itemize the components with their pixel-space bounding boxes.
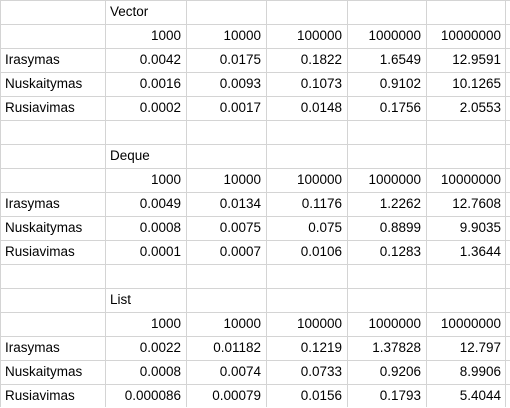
row-label-cell[interactable]: Rusiavimas — [5, 388, 75, 403]
value-cell[interactable]: 0.1793 — [379, 388, 421, 403]
column-gridline — [186, 0, 187, 407]
value-cell[interactable]: 1.6549 — [379, 52, 421, 67]
value-cell[interactable]: 5.4044 — [459, 388, 501, 403]
value-cell[interactable]: 0.0093 — [219, 76, 261, 91]
value-cell[interactable]: 9.9035 — [459, 220, 501, 235]
value-cell[interactable]: 0.8899 — [379, 220, 421, 235]
value-cell[interactable]: 0.0007 — [219, 244, 261, 259]
size-header-cell[interactable]: 1000 — [150, 28, 181, 43]
value-cell[interactable]: 0.1176 — [301, 196, 342, 211]
row-label-cell[interactable]: Rusiavimas — [5, 244, 75, 259]
value-cell[interactable]: 0.0156 — [300, 388, 342, 403]
value-cell[interactable]: 0.1756 — [379, 100, 421, 115]
value-cell[interactable]: 0.9102 — [379, 76, 421, 91]
value-cell[interactable]: 0.00079 — [212, 388, 261, 403]
value-cell[interactable]: 12.7608 — [452, 196, 501, 211]
value-cell[interactable]: 0.0175 — [219, 52, 261, 67]
value-cell[interactable]: 12.9591 — [452, 52, 501, 67]
size-header-cell[interactable]: 10000000 — [440, 172, 501, 187]
size-header-cell[interactable]: 1000 — [150, 172, 181, 187]
size-header-cell[interactable]: 10000 — [223, 28, 261, 43]
value-cell[interactable]: 0.0008 — [139, 364, 181, 379]
value-cell[interactable]: 0.0042 — [139, 52, 181, 67]
column-gridline — [426, 0, 427, 407]
value-cell[interactable]: 0.0074 — [219, 364, 261, 379]
value-cell[interactable]: 0.0733 — [300, 364, 342, 379]
value-cell[interactable]: 0.0008 — [139, 220, 181, 235]
value-cell[interactable]: 0.01182 — [213, 340, 261, 355]
value-cell[interactable]: 0.0148 — [300, 100, 342, 115]
size-header-cell[interactable]: 1000000 — [368, 172, 421, 187]
value-cell[interactable]: 0.1283 — [379, 244, 421, 259]
value-cell[interactable]: 12.797 — [459, 340, 501, 355]
size-header-cell[interactable]: 1000000 — [368, 28, 421, 43]
row-label-cell[interactable]: Rusiavimas — [5, 100, 75, 115]
value-cell[interactable]: 1.37828 — [372, 340, 421, 355]
size-header-cell[interactable]: 1000000 — [368, 316, 421, 331]
value-cell[interactable]: 0.075 — [308, 220, 342, 235]
value-cell[interactable]: 0.1822 — [300, 52, 342, 67]
value-cell[interactable]: 0.0049 — [139, 196, 181, 211]
row-label-cell[interactable]: Irasymas — [5, 196, 60, 211]
value-cell[interactable]: 0.0016 — [139, 76, 181, 91]
size-header-cell[interactable]: 100000 — [296, 316, 342, 331]
value-cell[interactable]: 10.1265 — [452, 76, 501, 91]
value-cell[interactable]: 2.0553 — [459, 100, 501, 115]
size-header-cell[interactable]: 10000 — [223, 172, 261, 187]
value-cell[interactable]: 0.0002 — [139, 100, 181, 115]
column-gridline — [105, 0, 106, 407]
value-cell[interactable]: 0.0075 — [219, 220, 261, 235]
row-label-cell[interactable]: Irasymas — [5, 340, 60, 355]
value-cell[interactable]: 0.0017 — [219, 100, 261, 115]
row-label-cell[interactable]: Irasymas — [5, 52, 60, 67]
size-header-cell[interactable]: 10000 — [223, 316, 261, 331]
value-cell[interactable]: 0.1219 — [300, 340, 342, 355]
value-cell[interactable]: 1.2262 — [379, 196, 421, 211]
value-cell[interactable]: 0.0022 — [139, 340, 181, 355]
column-gridline — [347, 0, 348, 407]
column-gridline — [266, 0, 267, 407]
size-header-cell[interactable]: 1000 — [150, 316, 181, 331]
section-title-vector[interactable]: Vector — [110, 4, 149, 19]
value-cell[interactable]: 0.0134 — [219, 196, 261, 211]
section-title-list[interactable]: List — [110, 292, 132, 307]
size-header-cell[interactable]: 10000000 — [440, 316, 501, 331]
row-label-cell[interactable]: Nuskaitymas — [5, 220, 83, 235]
size-header-cell[interactable]: 10000000 — [440, 28, 501, 43]
value-cell[interactable]: 0.0001 — [139, 244, 181, 259]
size-header-cell[interactable]: 100000 — [296, 28, 342, 43]
value-cell[interactable]: 8.9906 — [459, 364, 501, 379]
section-title-deque[interactable]: Deque — [110, 148, 150, 163]
value-cell[interactable]: 0.1073 — [300, 76, 342, 91]
value-cell[interactable]: 0.000086 — [124, 388, 181, 403]
size-header-cell[interactable]: 100000 — [296, 172, 342, 187]
value-cell[interactable]: 1.3644 — [459, 244, 501, 259]
column-gridline — [505, 0, 506, 407]
value-cell[interactable]: 0.9206 — [379, 364, 421, 379]
row-label-cell[interactable]: Nuskaitymas — [5, 364, 83, 379]
row-label-cell[interactable]: Nuskaitymas — [5, 76, 83, 91]
value-cell[interactable]: 0.0106 — [300, 244, 342, 259]
